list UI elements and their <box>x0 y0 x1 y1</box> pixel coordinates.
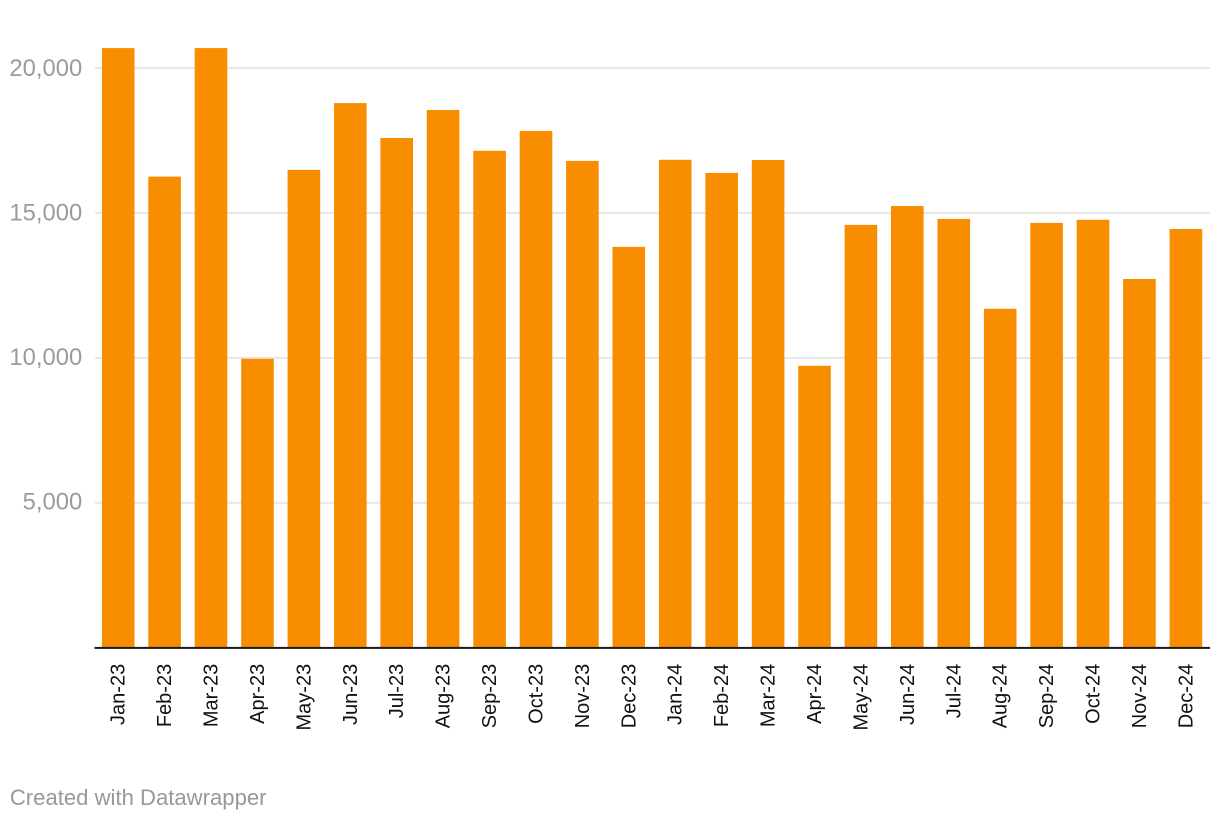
svg-text:Dec-24: Dec-24 <box>1175 664 1197 728</box>
svg-text:Feb-23: Feb-23 <box>154 664 176 727</box>
svg-text:Mar-24: Mar-24 <box>758 664 780 727</box>
svg-text:Apr-24: Apr-24 <box>804 664 826 724</box>
svg-text:Created with Datawrapper: Created with Datawrapper <box>10 785 267 810</box>
svg-text:Mar-23: Mar-23 <box>201 664 223 727</box>
svg-text:15,000: 15,000 <box>9 200 82 227</box>
svg-text:Jun-24: Jun-24 <box>897 664 919 725</box>
svg-text:Aug-23: Aug-23 <box>433 664 455 729</box>
svg-text:Sep-24: Sep-24 <box>1036 664 1058 729</box>
svg-text:Dec-23: Dec-23 <box>618 664 640 728</box>
svg-text:Nov-24: Nov-24 <box>1129 664 1151 728</box>
svg-text:Oct-24: Oct-24 <box>1083 664 1105 724</box>
svg-text:5,000: 5,000 <box>23 489 83 516</box>
svg-text:Sep-23: Sep-23 <box>479 664 501 729</box>
svg-text:Apr-23: Apr-23 <box>247 664 269 724</box>
svg-text:May-24: May-24 <box>850 664 872 731</box>
svg-text:May-23: May-23 <box>293 664 315 731</box>
svg-text:Jul-24: Jul-24 <box>943 664 965 718</box>
svg-text:Jun-23: Jun-23 <box>340 664 362 725</box>
svg-text:Jul-23: Jul-23 <box>386 664 408 718</box>
svg-text:10,000: 10,000 <box>9 344 82 371</box>
svg-text:Jan-23: Jan-23 <box>108 664 130 725</box>
svg-text:Feb-24: Feb-24 <box>711 664 733 727</box>
svg-text:Jan-24: Jan-24 <box>665 664 687 725</box>
svg-text:Aug-24: Aug-24 <box>990 664 1012 729</box>
svg-text:Oct-23: Oct-23 <box>526 664 548 724</box>
svg-text:Nov-23: Nov-23 <box>572 664 594 728</box>
svg-text:20,000: 20,000 <box>9 55 82 82</box>
